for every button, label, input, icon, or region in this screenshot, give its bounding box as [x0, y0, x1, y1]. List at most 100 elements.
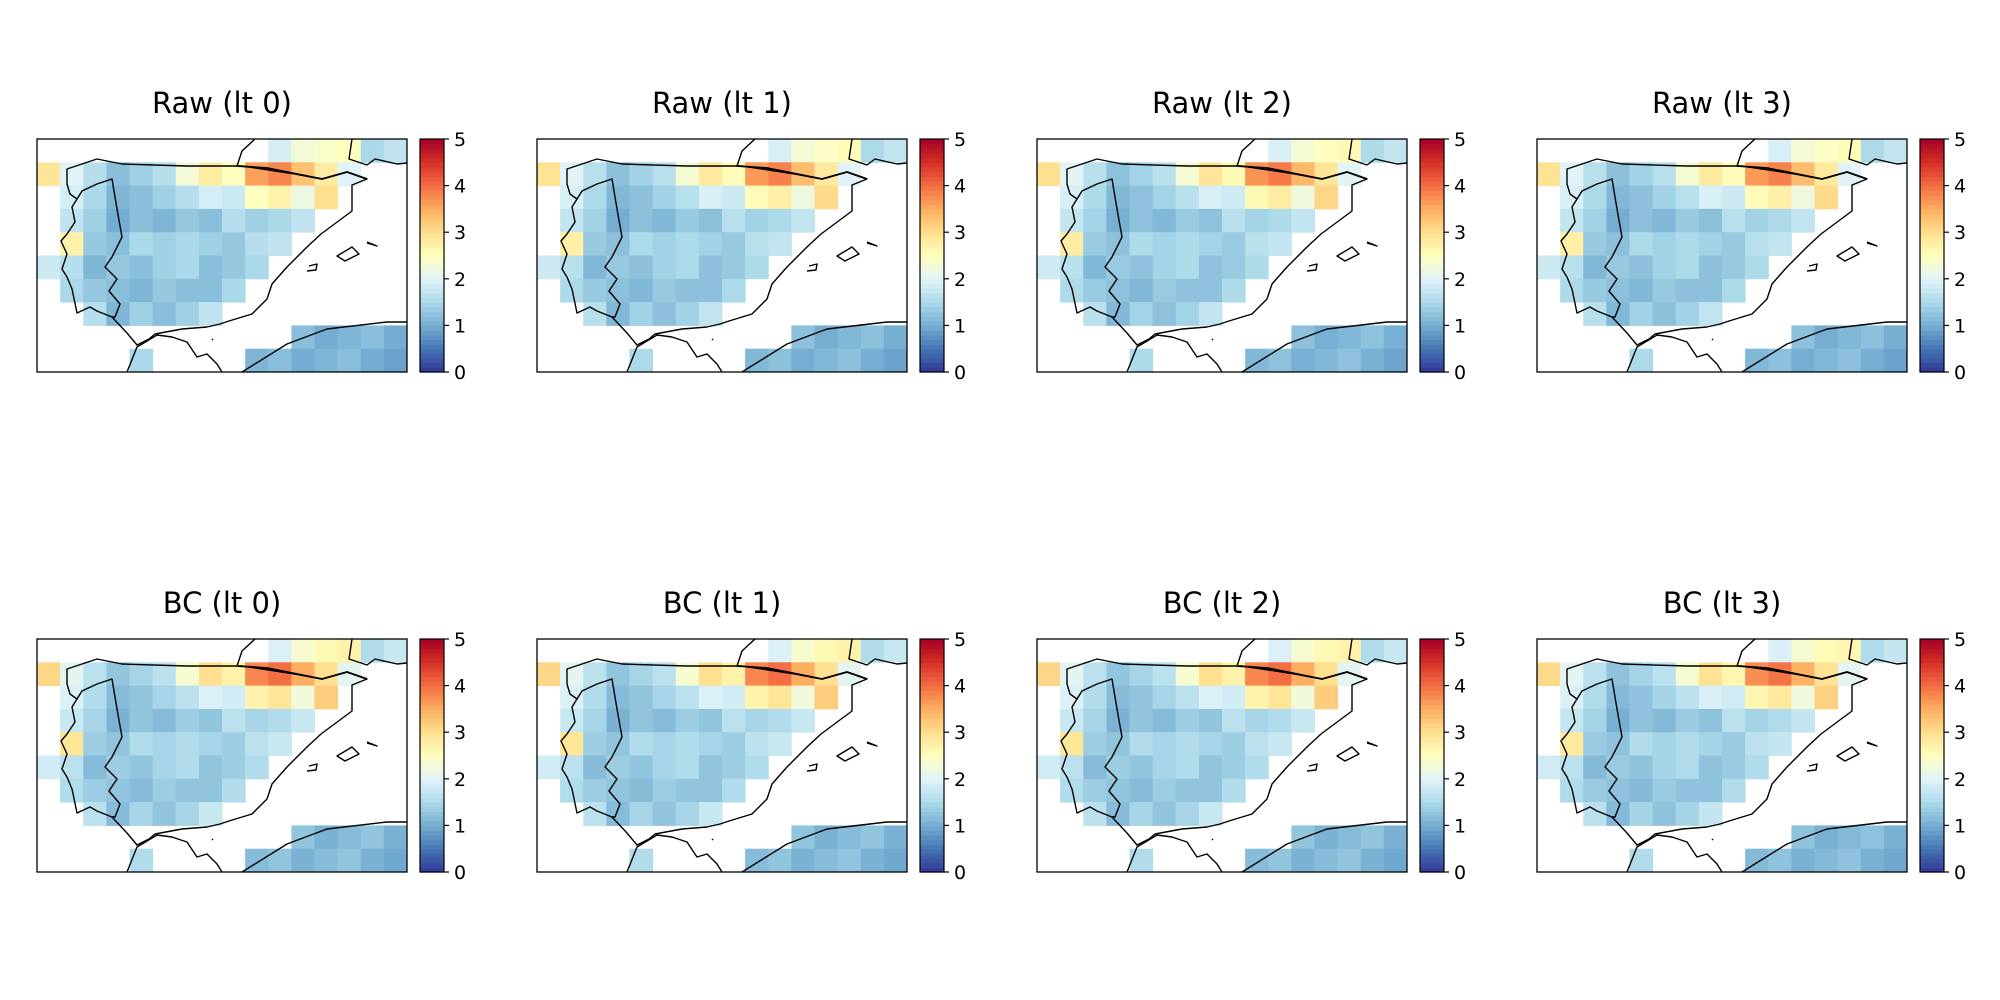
colorbar-band	[920, 694, 944, 701]
heatmap-cell	[768, 162, 792, 187]
colorbar-band	[1420, 264, 1444, 271]
colorbar-band	[1420, 643, 1444, 649]
heatmap-cell	[1106, 685, 1131, 710]
heatmap-cell	[1314, 162, 1339, 187]
heatmap-cell	[791, 708, 816, 733]
border-portugal	[576, 178, 623, 318]
colorbar-band	[1920, 685, 1944, 691]
colorbar-band	[1920, 227, 1944, 233]
heatmap-cell	[1837, 348, 1862, 372]
heatmap-cell	[837, 348, 862, 372]
heatmap-cell	[337, 825, 362, 850]
heatmap-cell	[1629, 848, 1654, 872]
heatmap-cell	[152, 208, 177, 233]
heatmap-cell	[1675, 208, 1700, 233]
colorbar-band	[1420, 797, 1444, 803]
colorbar-band	[420, 260, 444, 266]
island-outline	[1866, 241, 1878, 247]
colorbar-band	[420, 867, 444, 873]
colorbar-tick-label: 0	[1954, 362, 1966, 384]
colorbar-band	[1420, 236, 1444, 243]
heatmap-cell	[722, 162, 746, 187]
heatmap-cell	[1860, 848, 1885, 872]
heatmap-cell	[198, 185, 223, 210]
panel-title: BC (lt 0)	[163, 586, 282, 620]
heatmap-cell	[291, 685, 316, 710]
colorbar-frame	[1419, 138, 1445, 373]
colorbar-band	[920, 218, 944, 224]
heatmap-cell	[1722, 708, 1746, 733]
heatmap-cell	[1268, 185, 1292, 210]
heatmap-cell	[791, 162, 816, 187]
heatmap-cell	[1791, 139, 1816, 163]
heatmap-cell	[606, 162, 631, 187]
heatmap-cell	[1037, 162, 1061, 187]
colorbar-band	[1420, 246, 1444, 252]
map-frame	[1036, 138, 1408, 373]
heatmap-cell	[1606, 302, 1631, 326]
heatmap-cell	[1175, 162, 1200, 187]
heatmap-cell	[314, 848, 339, 872]
heatmap-cell	[698, 802, 723, 826]
colorbar-band	[1420, 722, 1444, 729]
colorbar-band	[1420, 283, 1444, 289]
heatmap-cell	[314, 662, 339, 687]
island-outline	[1806, 263, 1818, 272]
colorbar-band	[1920, 344, 1944, 350]
island-outline	[336, 746, 360, 762]
colorbar-band	[420, 362, 444, 368]
heatmap-cell	[1106, 278, 1131, 303]
colorbar-band	[1920, 867, 1944, 873]
heatmap-cell	[245, 255, 269, 280]
heatmap-cell	[1245, 232, 1269, 256]
heatmap-cell	[745, 185, 769, 210]
colorbar-band	[920, 867, 944, 873]
heatmap-cell	[583, 278, 607, 303]
heatmap-cell	[198, 162, 223, 187]
colorbar-band	[920, 736, 944, 743]
heatmap-cell	[583, 685, 607, 710]
colorbar-band	[1920, 708, 1944, 715]
heatmap-cell	[1583, 208, 1607, 233]
heatmap-cell	[129, 662, 154, 687]
heatmap-cell	[698, 302, 723, 326]
heatmap-cell	[560, 708, 584, 733]
island-outline	[336, 246, 360, 262]
heatmap-cell	[1583, 778, 1607, 803]
colorbar-band	[1920, 241, 1944, 247]
colorbar-band	[1920, 185, 1944, 191]
colorbar-band	[920, 269, 944, 275]
heatmap-cell	[1722, 278, 1746, 303]
heatmap-cell	[1768, 162, 1792, 187]
heatmap-cell	[1129, 802, 1154, 826]
colorbar-band	[420, 774, 444, 780]
colorbar-band	[920, 232, 944, 238]
heatmap-cell	[314, 639, 339, 663]
heatmap-cell	[1383, 139, 1407, 163]
colorbar-band	[920, 746, 944, 752]
heatmap-cell	[814, 662, 839, 687]
island-outline	[806, 263, 818, 272]
heatmap-cell	[791, 185, 816, 210]
colorbar-band	[1920, 218, 1944, 224]
heatmap-cell	[83, 162, 107, 187]
colorbar-band	[420, 643, 444, 649]
heatmap-cell	[1060, 685, 1084, 710]
heatmap-cell	[837, 825, 862, 850]
heatmap-cell	[83, 708, 107, 733]
colorbar-band	[420, 760, 444, 766]
heatmap-cell	[1722, 232, 1746, 256]
colorbar-band	[1920, 704, 1944, 710]
heatmap-cell	[1768, 208, 1792, 233]
heatmap-cell	[106, 708, 131, 733]
colorbar-band	[1420, 708, 1444, 715]
colorbar-band	[1420, 671, 1444, 677]
colorbar-band	[1420, 648, 1444, 654]
heatmap-cell	[1222, 662, 1246, 687]
heatmap-cell	[1698, 208, 1723, 233]
map-frame	[536, 638, 908, 873]
colorbar-band	[920, 741, 944, 747]
heatmap-cell	[198, 732, 223, 756]
heatmap-cell	[1245, 708, 1269, 733]
